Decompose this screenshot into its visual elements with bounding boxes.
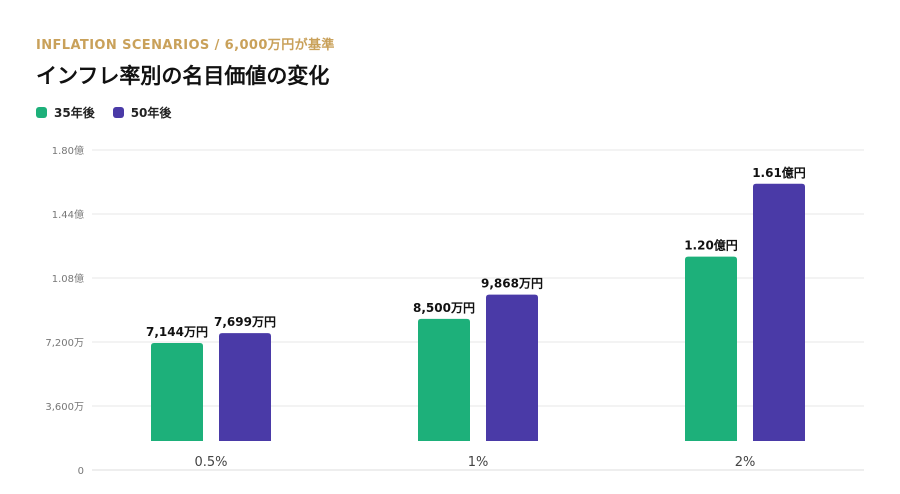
x-category-label: 2% <box>735 455 756 470</box>
chart-title: インフレ率別の名目価値の変化 <box>36 64 330 88</box>
data-label: 1.20億円 <box>684 238 738 253</box>
y-tick-label: 1.44億 <box>52 208 84 221</box>
legend-item-35: 35年後 <box>36 104 95 121</box>
y-tick-label: 7,200万 <box>45 338 84 349</box>
legend-swatch-50 <box>112 107 124 118</box>
data-label: 1.61億円 <box>752 165 806 180</box>
bar-50-1 <box>486 294 538 441</box>
y-tick-label: 1.08億 <box>52 272 84 285</box>
data-label: 7,699万円 <box>214 315 276 329</box>
bar-35-1 <box>418 318 470 441</box>
y-tick-label: 0 <box>78 466 84 477</box>
y-tick-label: 1.80億 <box>52 144 84 157</box>
chart-eyebrow: INFLATION SCENARIOS / 6,000万円が基準 <box>36 38 335 53</box>
bar-35-0 <box>151 342 203 441</box>
chart-legend: 35年後 50年後 <box>36 104 189 121</box>
bar-50-0 <box>219 333 271 441</box>
legend-swatch-35 <box>36 107 47 118</box>
bar-35-2 <box>685 256 737 441</box>
y-tick-label: 3,600万 <box>45 402 84 413</box>
data-label: 9,868万円 <box>481 277 543 291</box>
legend-item-50: 50年後 <box>112 104 172 121</box>
bar-50-2 <box>753 183 805 441</box>
legend-label-50: 50年後 <box>130 106 172 120</box>
data-label: 7,144万円 <box>146 325 208 339</box>
x-category-label: 1% <box>468 455 489 470</box>
data-label: 8,500万円 <box>413 301 475 315</box>
legend-label-35: 35年後 <box>54 106 95 120</box>
x-category-label: 0.5% <box>194 455 227 470</box>
